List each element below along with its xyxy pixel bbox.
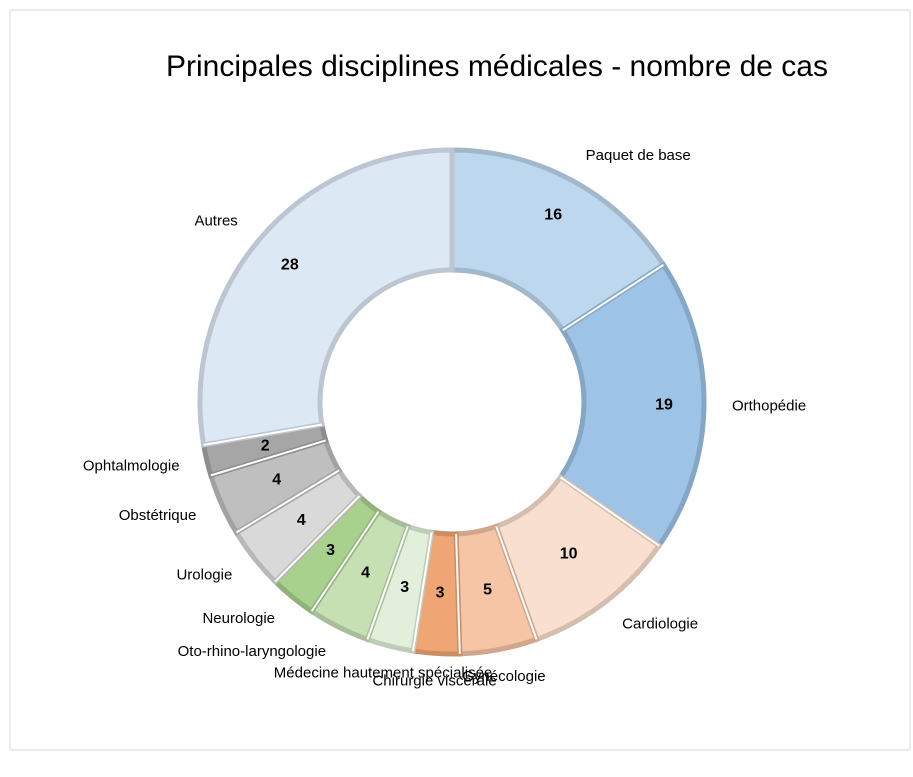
data-label: 10	[560, 546, 578, 563]
data-label-value: 10	[560, 546, 578, 563]
category-label: Gynécologie	[462, 668, 545, 685]
data-label-value: 5	[483, 582, 492, 599]
donut-segment	[449, 147, 667, 334]
data-label-value: 3	[400, 579, 409, 596]
data-label: 4	[361, 565, 370, 582]
data-label-value: 2	[261, 438, 270, 455]
category-label: Orthopédie	[732, 397, 806, 414]
category-label: Médecine hautement spécialisée	[274, 664, 492, 681]
segment-gap	[203, 423, 323, 446]
segment-gap	[562, 264, 664, 332]
data-label-value: 4	[361, 565, 370, 582]
category-label: Urologie	[176, 567, 232, 584]
data-label: 5	[483, 582, 492, 599]
data-label: 4	[297, 512, 306, 529]
data-label-value: 4	[297, 512, 306, 529]
chart-title: Principales disciplines médicales - nomb…	[166, 50, 828, 83]
segment-gap	[559, 476, 660, 547]
data-label: 3	[436, 585, 445, 602]
data-label-value: 19	[655, 397, 673, 414]
category-label: Paquet de base	[586, 147, 691, 164]
data-label-value: 28	[281, 257, 299, 274]
segment-gap	[455, 533, 461, 654]
data-label: 3	[326, 542, 335, 559]
segment-gap	[274, 495, 361, 583]
category-label: Obstétrique	[119, 507, 197, 524]
segment-gap	[411, 532, 433, 652]
segment-gap	[366, 526, 409, 640]
data-label: 19	[655, 397, 673, 414]
category-label: Cardiologie	[622, 615, 698, 632]
data-label: 2	[261, 438, 270, 455]
data-label: 4	[272, 471, 281, 488]
category-label: Oto-rhino-laryngologie	[178, 643, 326, 660]
segment-gap	[210, 439, 327, 477]
donut-segment	[556, 261, 707, 550]
donut-segment	[197, 147, 455, 448]
data-label-value: 4	[272, 471, 281, 488]
category-label: Neurologie	[202, 610, 275, 627]
data-label: 3	[400, 579, 409, 596]
data-label: 16	[544, 207, 562, 224]
data-label-value: 16	[544, 207, 562, 224]
category-label: Chirurgie viscérale	[372, 672, 496, 689]
category-label: Autres	[194, 213, 237, 230]
data-label: 28	[281, 257, 299, 274]
segment-gap	[495, 526, 538, 640]
category-label: Ophtalmologie	[83, 458, 180, 475]
data-label-value: 3	[436, 585, 445, 602]
segment-gap	[235, 469, 340, 534]
data-label-value: 3	[326, 542, 335, 559]
segment-gap	[310, 511, 380, 612]
